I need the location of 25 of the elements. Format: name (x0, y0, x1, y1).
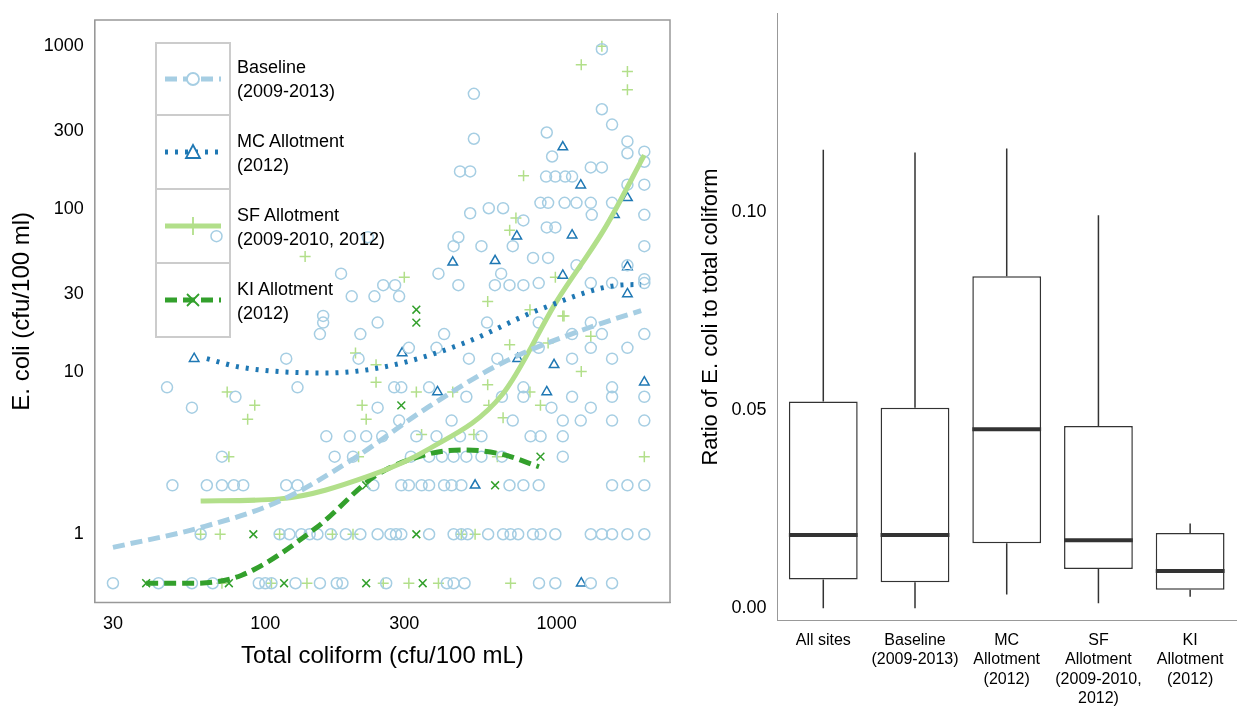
y-tick-label: 30 (63, 282, 84, 303)
x-tick-label: 300 (389, 613, 420, 634)
y-tick-label: 1000 (43, 35, 84, 56)
x-axis-title: Total coliform (cfu/100 mL) (241, 641, 524, 669)
y-tick-label: 0.00 (731, 597, 767, 618)
y-tick-label: 100 (53, 197, 84, 218)
x-tick-label: KI Allotment (2012) (1156, 631, 1225, 687)
x-tick-label: 30 (102, 613, 123, 634)
x-tick-label: 100 (250, 613, 281, 634)
y-axis-title: Ratio of E. coli to total coliform (697, 168, 723, 466)
legend-label: KI Allotment (2012) (236, 278, 334, 325)
x-tick-label: MC Allotment (2012) (973, 631, 1041, 687)
y-tick-label: 0.10 (731, 200, 767, 221)
y-axis-title: E. coli (cfu/100 ml) (7, 211, 35, 411)
legend-label: Baseline (2009-2013) (236, 56, 336, 103)
y-tick-label: 0.05 (731, 399, 767, 420)
y-tick-label: 10 (63, 360, 84, 381)
x-tick-label: Baseline (2009-2013) (871, 631, 959, 668)
legend-label: MC Allotment (2012) (236, 130, 345, 177)
y-tick-label: 1 (73, 523, 84, 544)
legend-label: SF Allotment (2009-2010, 2012) (236, 204, 386, 251)
x-tick-label: All sites (795, 631, 851, 649)
x-tick-label: SF Allotment (2009-2010, 2012) (1055, 631, 1142, 706)
y-tick-label: 300 (53, 120, 84, 141)
x-tick-label: 1000 (536, 613, 577, 634)
